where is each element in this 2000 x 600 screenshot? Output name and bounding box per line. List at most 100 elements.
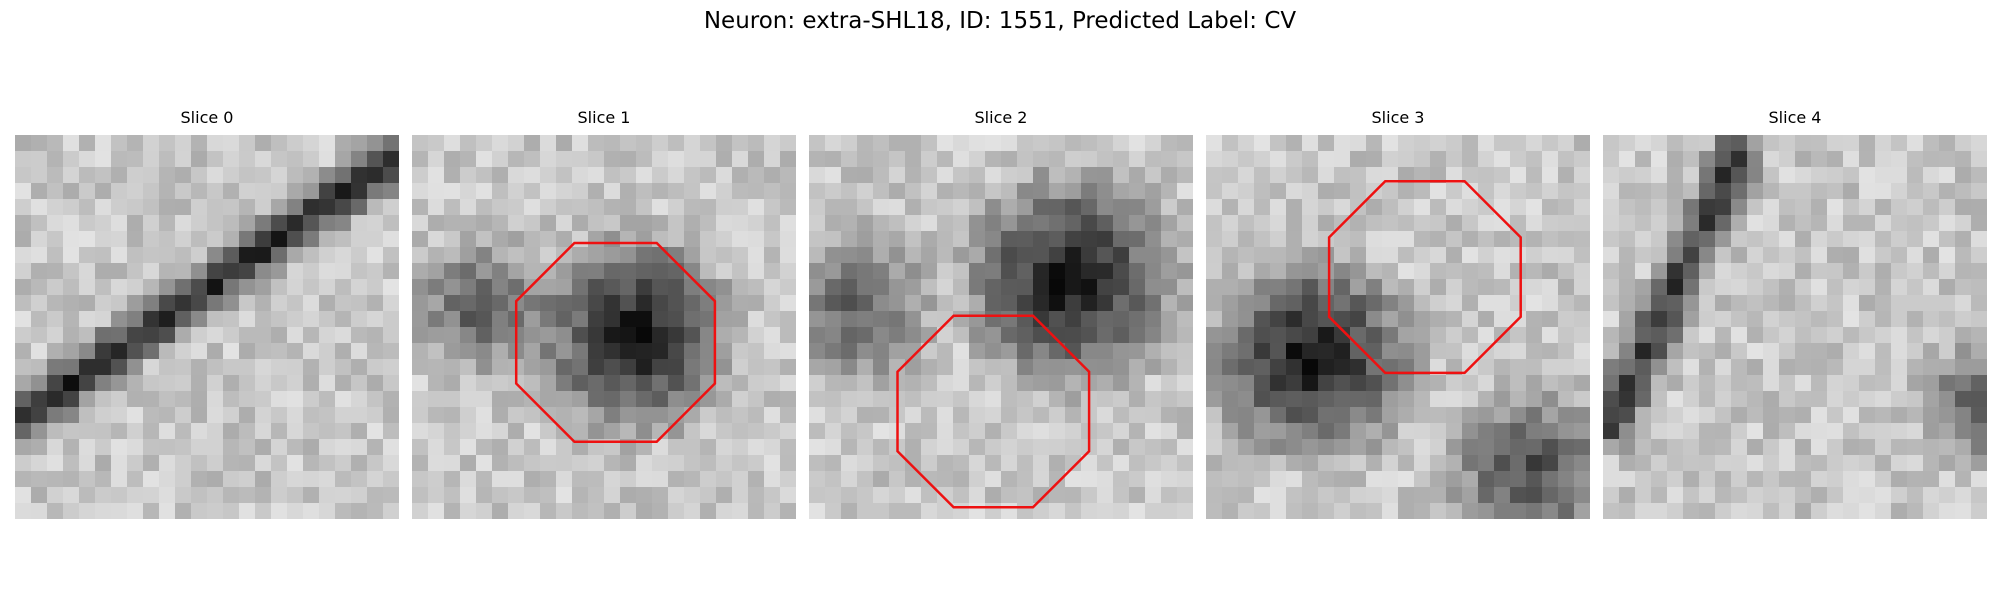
pixel <box>1302 423 1319 440</box>
pixel <box>732 407 749 424</box>
pixel <box>1254 471 1271 488</box>
pixel <box>684 327 701 344</box>
pixel <box>732 327 749 344</box>
pixel <box>1065 455 1082 472</box>
pixel <box>540 359 557 376</box>
pixel <box>1923 407 1940 424</box>
pixel <box>1667 311 1684 328</box>
pixel <box>351 135 368 152</box>
pixel <box>764 151 781 168</box>
pixel <box>1177 391 1193 408</box>
pixel <box>1955 455 1972 472</box>
pixel <box>1238 503 1255 519</box>
pixel <box>780 199 796 216</box>
pixel <box>1955 263 1972 280</box>
pixel <box>1843 375 1860 392</box>
pixel <box>1923 439 1940 456</box>
pixel <box>444 503 461 519</box>
pixel <box>716 455 733 472</box>
pixel <box>1462 487 1479 504</box>
pixel <box>1097 167 1114 184</box>
pixel <box>1683 215 1700 232</box>
pixel <box>716 295 733 312</box>
pixel <box>95 439 112 456</box>
pixel <box>921 327 938 344</box>
pixel <box>985 375 1002 392</box>
pixel <box>492 391 509 408</box>
pixel <box>1827 151 1844 168</box>
pixel <box>1001 455 1018 472</box>
pixel <box>1795 439 1812 456</box>
pixel <box>636 327 653 344</box>
pixel <box>223 247 240 264</box>
pixel <box>748 471 765 488</box>
pixel <box>1206 471 1223 488</box>
pixel <box>1891 503 1908 519</box>
pixel <box>1651 183 1668 200</box>
pixel <box>412 375 429 392</box>
pixel <box>1366 215 1383 232</box>
pixel <box>524 215 541 232</box>
pixel <box>1526 151 1543 168</box>
pixel <box>1414 215 1431 232</box>
pixel <box>1302 391 1319 408</box>
pixel <box>319 183 336 200</box>
pixel <box>1715 167 1732 184</box>
pixel <box>889 215 906 232</box>
pixel <box>1603 311 1620 328</box>
pixel <box>383 439 399 456</box>
pixel <box>1222 263 1239 280</box>
pixel <box>1699 263 1716 280</box>
pixel <box>1859 135 1876 152</box>
pixel <box>953 327 970 344</box>
pixel <box>1795 311 1812 328</box>
pixel <box>748 167 765 184</box>
pixel <box>47 135 64 152</box>
pixel <box>905 375 922 392</box>
pixel <box>841 471 858 488</box>
pixel <box>287 407 304 424</box>
pixel <box>127 471 144 488</box>
pixel <box>1558 391 1575 408</box>
pixel <box>1081 215 1098 232</box>
pixel <box>255 471 272 488</box>
pixel <box>1177 183 1193 200</box>
pixel <box>63 407 80 424</box>
pixel <box>1542 151 1559 168</box>
pixel <box>604 439 621 456</box>
pixel <box>1414 247 1431 264</box>
pixel <box>780 247 796 264</box>
pixel <box>1923 247 1940 264</box>
pixel <box>921 407 938 424</box>
pixel <box>1939 135 1956 152</box>
pixel <box>540 247 557 264</box>
pixel <box>111 263 128 280</box>
pixel <box>716 167 733 184</box>
pixel <box>1875 135 1892 152</box>
pixel <box>47 327 64 344</box>
pixel <box>428 487 445 504</box>
pixel <box>1971 151 1987 168</box>
pixel <box>31 423 48 440</box>
pixel <box>1065 311 1082 328</box>
pixel <box>476 407 493 424</box>
pixel <box>921 359 938 376</box>
pixel <box>1049 183 1066 200</box>
pixel <box>351 151 368 168</box>
pixel <box>159 375 176 392</box>
pixel <box>1763 231 1780 248</box>
pixel <box>764 391 781 408</box>
pixel <box>127 231 144 248</box>
pixel <box>556 455 573 472</box>
pixel <box>716 391 733 408</box>
pixel <box>1350 391 1367 408</box>
pixel <box>492 247 509 264</box>
pixel <box>1462 167 1479 184</box>
pixel <box>620 295 637 312</box>
pixel <box>636 503 653 519</box>
pixel <box>732 263 749 280</box>
pixel <box>63 343 80 360</box>
pixel <box>15 423 32 440</box>
pixel <box>1795 135 1812 152</box>
pixel <box>255 167 272 184</box>
